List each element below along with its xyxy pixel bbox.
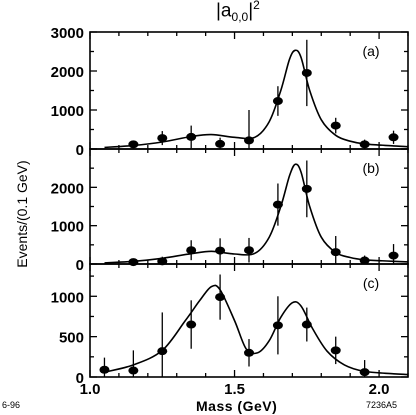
panel-c-data-point [215,293,226,302]
panel-c-x-tick-label: 2.0 [369,381,390,398]
panel-b-data-point [215,246,226,255]
panel-a-data-point [301,68,312,77]
panel-b-data-point [301,184,312,193]
chart-title: |a0,0|2 [216,0,260,25]
panel-c-x-tick-label: 1.0 [80,381,101,398]
footer-left-label: 6-96 [2,400,21,410]
panel-a-data-point [330,121,341,130]
panel-a-data-point [272,97,283,106]
panel-a-data-point [244,136,254,145]
footer-right-label: 7236A5 [366,400,398,410]
panel-c-x-tick-label: 1.5 [224,381,245,398]
panel-c-frame [89,263,409,378]
panel-b-data-point [186,246,197,255]
panel-b-label: (b) [362,160,379,176]
panel-a-data-point [388,133,399,142]
panel-c-data-point [99,365,110,374]
panel-c-data-point [157,347,168,356]
panel-b-data-point [272,200,283,209]
panel-a-fit-curve [104,49,409,149]
panel-c-data-point [186,320,197,329]
panel-c-y-tick-label: 0 [76,370,84,387]
panel-b-fit-curve [104,163,409,264]
panel-c-label: (c) [363,275,379,291]
panel-b-data-point [244,246,254,255]
panel-c-y-tick-label: 1000 [51,289,84,306]
panel-b-data-point [128,258,139,267]
panel-b-y-tick-label: 2000 [51,180,84,197]
panel-c-fit-curve [104,284,409,376]
panel-a-data-point [215,139,226,148]
panel-c-data-point [244,348,254,357]
panel-b-data-point [359,256,370,265]
panel-c-data-point [359,368,370,377]
x-axis-label: Mass (GeV) [196,398,278,414]
panel-b-y-tick-label: 0 [76,257,84,274]
panel-b-y-tick-label: 1000 [51,219,84,236]
panel-c-data-point [128,366,139,375]
panel-c-data-point [301,320,312,329]
panel-a-data-point [359,140,370,149]
panel-a-data-point [157,134,168,143]
panel-a-y-tick-label: 0 [76,142,84,159]
panel-a-data-point [128,140,139,149]
panel-b-data-point [330,248,341,257]
panel-a-data-point [186,132,197,141]
panel-b-data-point [388,251,399,260]
panel-c-y-tick-label: 500 [59,330,84,347]
panel-a-label: (a) [362,43,379,59]
panel-a-y-tick-label: 1000 [51,103,84,120]
panel-c-data-point [330,346,341,355]
panel-c-data-point [272,321,283,330]
panel-a-y-tick-label: 2000 [51,64,84,81]
y-axis-label: Events/(0.1 GeV) [14,160,30,268]
panel-a-y-tick-label: 3000 [51,25,84,42]
